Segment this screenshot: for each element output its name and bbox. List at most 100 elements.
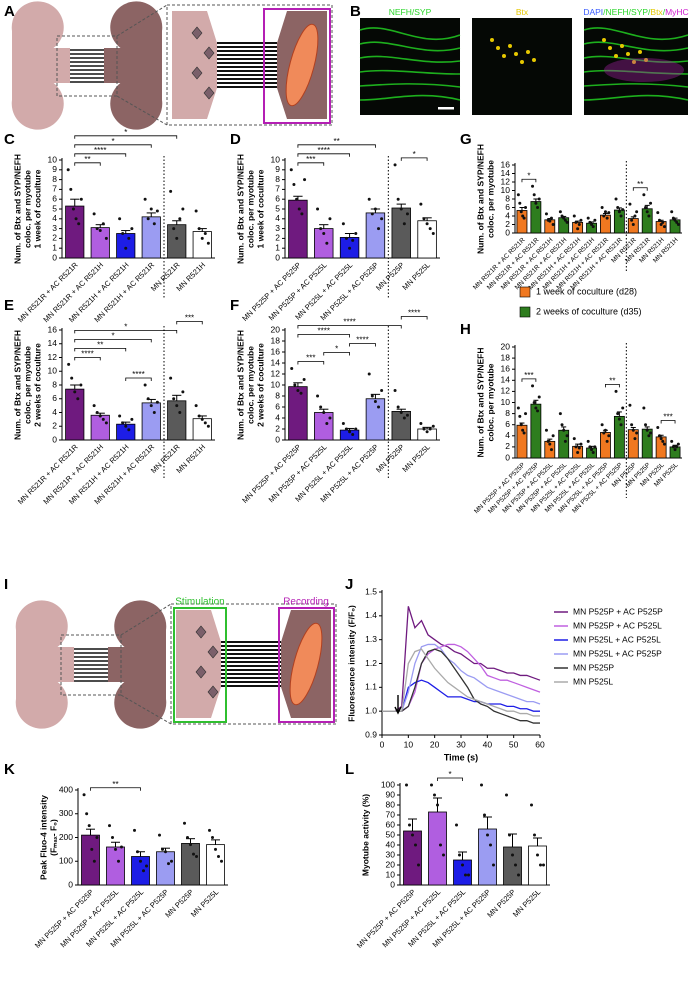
data-point [464,873,467,877]
bar [65,388,85,441]
data-point [579,218,583,222]
bar [167,224,187,259]
data-point [563,218,567,222]
data-point [536,853,539,857]
panel-letter: A [4,3,15,20]
significance-bracket [400,157,428,161]
x-tick-label: MN P525L [400,442,431,473]
data-point [524,206,528,209]
data-point [532,401,536,404]
y-tick-label: 12 [48,352,58,362]
data-point [411,833,414,837]
y-tick-label: 40 [386,839,396,849]
significance-label: * [124,322,127,331]
y-tick-label: 0 [275,252,280,262]
data-point [95,227,99,231]
data-point [344,236,348,240]
panel-letter: H [460,321,471,338]
chip-left [15,600,75,729]
data-point [319,405,323,409]
data-point [602,214,606,218]
nerve-fiber [583,83,689,88]
data-point [536,409,540,413]
data-point [341,422,345,425]
data-point [124,424,128,428]
data-point [195,855,198,858]
data-point [576,227,580,231]
label-part: /NEFH/SYP/ [603,7,651,17]
data-point [548,442,552,446]
data-point [302,378,306,381]
data-point [118,217,122,221]
data-point [354,427,358,431]
y-tick-label: 8 [505,408,510,418]
data-point [600,423,604,427]
data-point [603,210,607,214]
legend-label: MN P525L + AC P525L [573,634,661,644]
significance-label: *** [663,413,672,422]
data-point [396,405,400,409]
data-point [121,421,125,425]
nerve-fiber [359,41,461,52]
y-tick-label: 10 [48,366,58,376]
y-tick-label: 2 [505,219,510,229]
significance-bracket [297,162,325,166]
bar [365,398,386,441]
significance-label: **** [408,309,420,318]
y-tick-label: 10 [386,869,396,879]
data-point [649,201,653,205]
y-tick-label: 100 [59,856,73,866]
significance-bracket [605,384,620,388]
significance-label: * [448,770,451,779]
data-point [419,202,423,206]
data-point [178,411,182,414]
data-point [101,222,105,226]
y-tick-label: 1.2 [365,658,377,668]
bar [669,219,681,234]
significance-bracket [74,144,152,148]
y-tick-label: 3 [52,223,57,233]
significance-bracket [74,338,152,343]
panel-letter: G [460,131,472,148]
y-tick-label: 8 [52,379,57,389]
data-point [200,236,204,240]
data-point [661,439,665,443]
data-point [647,214,651,218]
y-tick-label: 8 [275,174,280,184]
data-point [322,232,326,235]
data-point [120,845,123,849]
data-point [104,421,108,425]
y-tick-label: 0 [505,227,510,237]
btx-signal [490,38,494,42]
data-point [296,389,300,392]
btx-signal [602,38,606,42]
y-tick-label: 1.3 [365,634,377,644]
data-point [220,859,223,863]
data-point [414,843,417,847]
data-point [85,812,89,816]
neuron [191,26,203,40]
rec-box [263,8,331,124]
myotube-signal [604,58,684,82]
data-point [405,783,408,787]
line-series [382,643,541,712]
data-point [607,434,611,438]
data-point [586,216,590,220]
data-point [289,168,293,172]
data-point [197,227,201,231]
data-point [614,389,618,393]
significance-label: * [124,128,127,137]
data-point [645,210,649,214]
data-point [572,214,576,218]
y-tick-label: 200 [59,832,73,842]
y-tick-label: 1.0 [365,705,377,715]
y-tick-label: 7 [275,184,280,194]
data-point [649,431,653,435]
chip-diagram [11,1,333,130]
y-tick-label: 5 [52,203,57,213]
y-tick-label: 5 [275,203,280,213]
data-point [619,423,623,427]
line-series [382,648,540,717]
data-point [380,217,384,221]
